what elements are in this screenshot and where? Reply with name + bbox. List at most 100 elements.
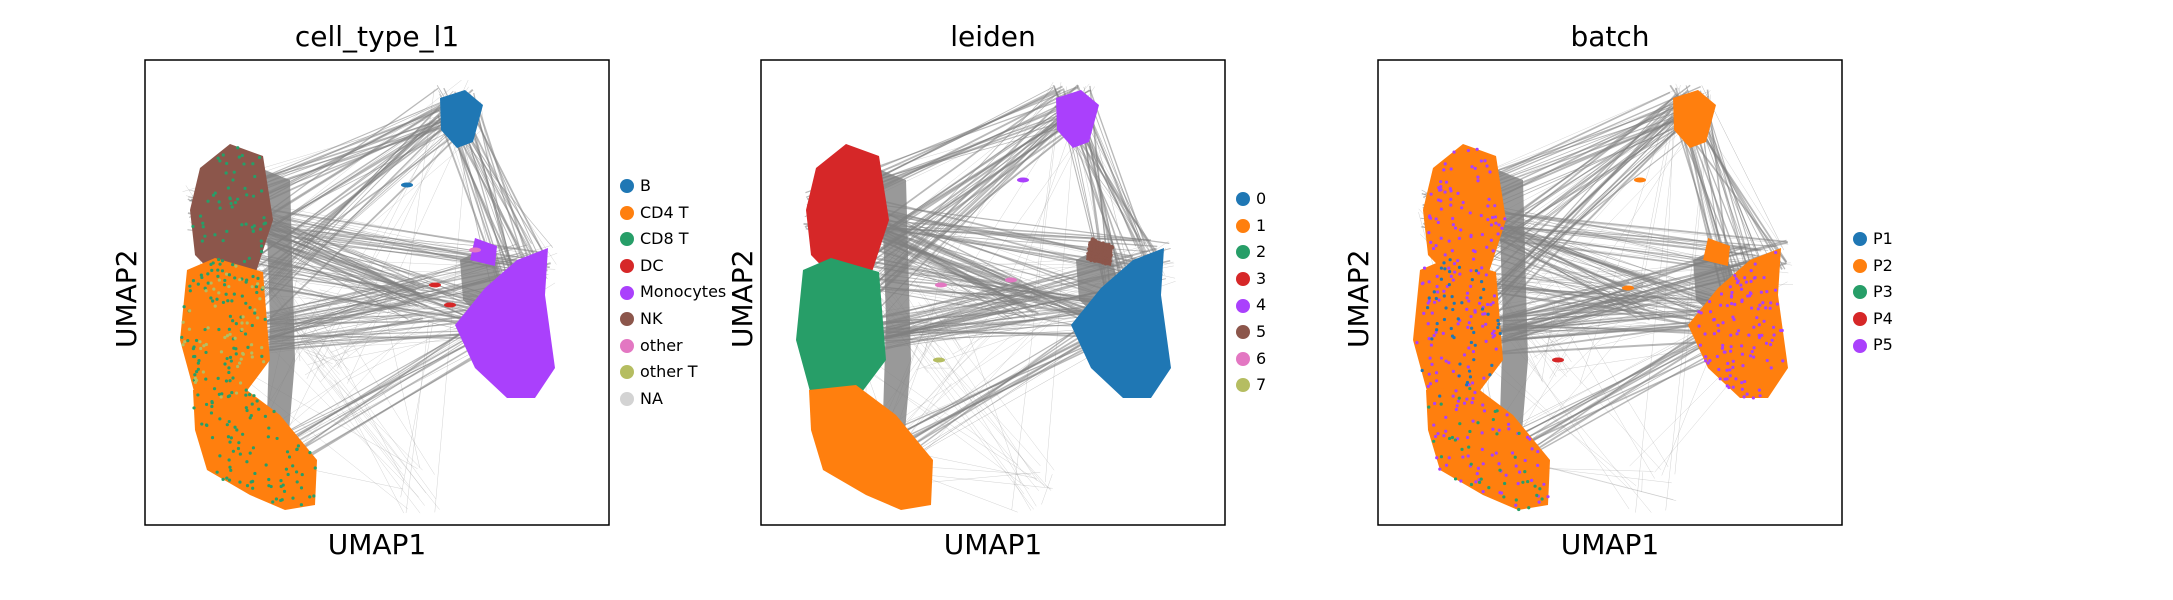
- graph-edge: [334, 380, 405, 514]
- graph-edge: [937, 291, 1014, 320]
- cell-point: [1523, 458, 1527, 463]
- graph-edge: [1548, 270, 1669, 468]
- cell-point: [1471, 257, 1476, 261]
- cell-point: [227, 273, 232, 277]
- cell-point: [233, 425, 237, 429]
- cell-point: [1467, 321, 1471, 325]
- cell-point: [1728, 285, 1732, 289]
- cell-point: [1092, 243, 1096, 247]
- graph-edge: [938, 82, 1054, 283]
- cell-point: [1422, 266, 1427, 270]
- cell-point: [1427, 230, 1431, 235]
- legend-item: 4: [1236, 292, 1266, 319]
- cell-point: [202, 344, 206, 348]
- cell-point: [195, 370, 199, 374]
- legend-label: 6: [1256, 348, 1267, 368]
- legend-label: 0: [1256, 189, 1267, 208]
- legend-marker: [620, 205, 634, 220]
- graph-edge: [1081, 101, 1158, 278]
- cell-point: [1481, 490, 1485, 494]
- cell-point: [1735, 281, 1739, 285]
- cell-point: [196, 367, 200, 371]
- graph-edge: [400, 315, 435, 498]
- cell-point: [1484, 322, 1488, 326]
- cell-point: [262, 360, 266, 364]
- cluster-topleft: [806, 144, 889, 286]
- graph-edge: [908, 299, 1037, 507]
- graph-edge: [1705, 124, 1764, 268]
- cell-point: [217, 200, 221, 204]
- cell-point: [1731, 315, 1735, 319]
- graph-edge: [292, 286, 301, 362]
- cell-point: [1089, 257, 1094, 261]
- cell-point: [243, 332, 248, 336]
- graph-edge: [1075, 112, 1166, 276]
- legend-marker: [1236, 298, 1250, 313]
- cell-point: [198, 214, 203, 218]
- cell-point: [225, 334, 229, 338]
- graph-edge: [313, 304, 405, 481]
- cell-point: [1435, 322, 1439, 326]
- cell-point: [1496, 325, 1500, 330]
- cell-point: [1482, 287, 1486, 291]
- cell-point: [230, 205, 234, 209]
- cell-point: [237, 155, 241, 159]
- graph-edge: [952, 324, 1006, 355]
- cell-point: [313, 466, 317, 470]
- cell-point: [257, 155, 262, 160]
- cell-point: [1444, 306, 1448, 310]
- graph-edge: [316, 367, 425, 506]
- graph-edge: [320, 301, 391, 383]
- cell-point: [186, 338, 190, 343]
- legend-label: P4: [1873, 308, 1893, 328]
- cell-point: [1758, 394, 1762, 398]
- cell-point: [238, 278, 242, 282]
- graph-edge: [310, 270, 394, 297]
- legend-item: P1: [1853, 226, 1893, 253]
- cell-point: [1729, 333, 1733, 337]
- cell-point: [1458, 422, 1462, 426]
- cell-point: [206, 272, 210, 276]
- cell-point: [1764, 306, 1768, 310]
- cell-point: [1496, 318, 1500, 323]
- cell-point: [240, 327, 244, 331]
- cell-point: [1088, 254, 1092, 258]
- cell-point: [191, 224, 195, 229]
- graph-edge: [949, 113, 1068, 299]
- cell-point: [1755, 316, 1759, 320]
- cell-point: [1622, 285, 1634, 291]
- cell-point: [203, 286, 207, 290]
- cell-point: [221, 300, 226, 305]
- legend-marker: [1853, 312, 1867, 327]
- edge-bundle: [265, 170, 295, 480]
- cell-point: [198, 340, 202, 344]
- cell-point: [267, 426, 271, 430]
- cell-point: [312, 494, 316, 498]
- cluster-island: [1056, 90, 1099, 148]
- graph-edge: [1665, 109, 1709, 511]
- cell-point: [401, 182, 413, 188]
- cell-point: [1092, 259, 1096, 263]
- cell-point: [1439, 402, 1443, 406]
- cell-point: [1745, 392, 1749, 396]
- graph-edge: [939, 308, 964, 354]
- cell-point: [1087, 251, 1092, 255]
- cell-point: [933, 357, 945, 363]
- cell-point: [1433, 401, 1437, 406]
- cluster-island: [1673, 90, 1716, 148]
- cell-point: [1521, 480, 1525, 484]
- graph-edge: [222, 361, 409, 510]
- cell-point: [1729, 294, 1734, 298]
- cell-point: [1734, 277, 1738, 281]
- cell-point: [1481, 462, 1485, 466]
- graph-edge: [948, 298, 1031, 377]
- cell-point: [1736, 329, 1741, 333]
- cell-point: [192, 354, 196, 359]
- cell-point: [1437, 188, 1442, 192]
- cell-point: [1730, 302, 1734, 306]
- cell-point: [1421, 281, 1425, 285]
- cell-point: [267, 484, 271, 488]
- legend-item: CD8 T: [620, 226, 726, 253]
- cell-point: [1768, 306, 1772, 310]
- cell-point: [1752, 355, 1756, 359]
